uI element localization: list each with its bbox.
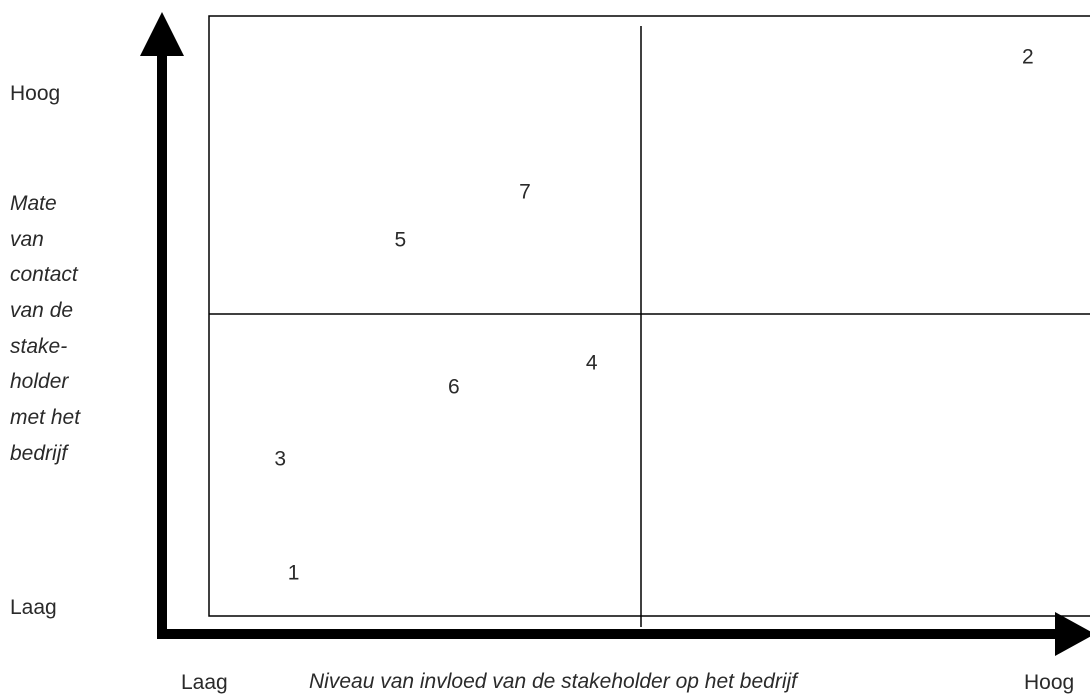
y-axis-title-line: contact [10, 263, 78, 287]
matrix-frame [208, 15, 1090, 617]
stakeholder-markers: 1 2 3 4 5 6 7 [274, 46, 1033, 585]
y-axis-title-line: Mate [10, 192, 57, 215]
stakeholder-marker-2: 2 [1022, 46, 1034, 69]
y-axis-arrow-head [140, 12, 184, 56]
y-axis-title-line: van de [10, 299, 74, 323]
y-axis-low-label: Laag [10, 596, 57, 619]
stakeholder-marker-5: 5 [395, 229, 407, 252]
stakeholder-marker-1: 1 [288, 562, 300, 585]
stakeholder-marker-3: 3 [274, 448, 286, 471]
y-axis-title-line: met het [10, 406, 81, 430]
y-axis-title: Mate van contact van de stake- holder me… [10, 186, 80, 472]
x-axis-title: Niveau van invloed van de stakeholder op… [309, 670, 797, 693]
y-axis-title-line: van [10, 227, 44, 251]
y-axis-title-line: holder [10, 370, 69, 394]
x-axis-arrow-head [1055, 612, 1090, 656]
y-axis-title-line: bedrijf [10, 441, 68, 465]
stakeholder-marker-7: 7 [519, 181, 531, 204]
stakeholder-marker-4: 4 [586, 352, 598, 375]
y-axis-high-label: Hoog [10, 82, 61, 105]
x-axis-high-label: Hoog [1024, 671, 1075, 694]
y-axis-title-line: stake- [10, 334, 68, 358]
stakeholder-marker-6: 6 [448, 376, 460, 399]
x-axis-low-label: Laag [181, 671, 228, 694]
